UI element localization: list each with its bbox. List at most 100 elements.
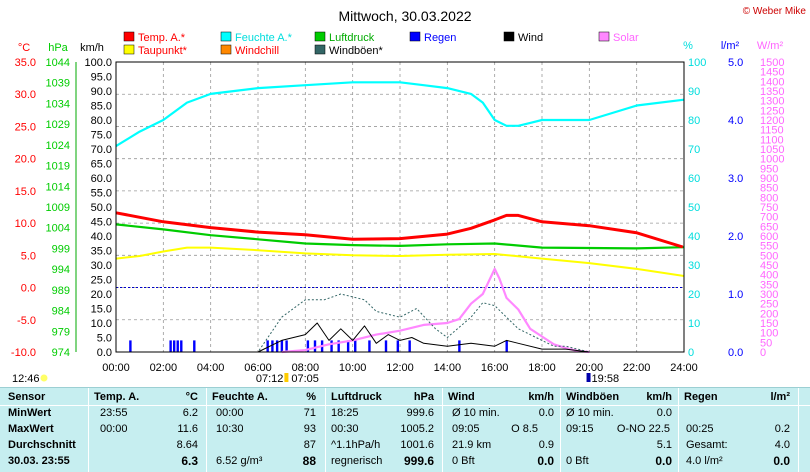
y-tick-label: 1044 — [46, 57, 70, 69]
rain-bar — [408, 340, 411, 352]
y-tick-label: 450 — [760, 260, 778, 272]
x-tick-label: 06:00 — [244, 362, 272, 374]
y-tick-label: 90 — [688, 86, 700, 98]
stats-row-label: Durchschnitt — [8, 439, 76, 451]
y-tick-label: 700 — [760, 212, 778, 224]
y-tick-label: 1200 — [760, 115, 784, 127]
rain-bar — [169, 340, 172, 352]
y-tick-label: 95.0 — [91, 72, 112, 84]
wind-line — [116, 322, 684, 353]
y-tick-label: 1050 — [760, 144, 784, 156]
axis-unit-label: l/m² — [721, 40, 740, 52]
stats-wind-dir: O 8.5 — [511, 423, 538, 435]
legend-label: Feuchte A.* — [235, 32, 293, 44]
stats-header: Temp. A. — [94, 391, 140, 403]
rain-bar — [306, 340, 310, 352]
y-tick-label: 60 — [688, 173, 700, 185]
stats-press-value: 999.6 — [403, 454, 434, 468]
statistics-panel: Sensor Temp. A. °C Feuchte A.% Luftdruck hPa W… — [0, 387, 810, 472]
stats-wind-time: Ø 10 min. — [452, 407, 500, 419]
y-tick-label: 1300 — [760, 96, 784, 108]
stats-temp-value: 8.64 — [176, 439, 198, 451]
y-tick-label: 1039 — [46, 78, 70, 90]
stats-gust-value: 0.0 — [655, 454, 672, 468]
stats-header: % — [306, 391, 316, 403]
x-tick-label: 04:00 — [197, 362, 225, 374]
stats-gust-value: 0.0 — [656, 407, 672, 419]
y-tick-label: 999 — [52, 243, 70, 255]
y-tick-label: 0.0 — [728, 347, 743, 359]
y-tick-label: 994 — [52, 264, 70, 276]
y-tick-label: 200 — [760, 308, 778, 320]
x-tick-label: 00:00 — [102, 362, 130, 374]
y-tick-label: 30.0 — [91, 260, 112, 272]
y-tick-label: 1009 — [46, 202, 70, 214]
x-tick-label: 10:00 — [339, 362, 367, 374]
stats-gust-time: 09:15 — [566, 423, 594, 435]
stats-press-time: regnerisch — [331, 455, 383, 467]
stats-rain-time: Gesamt: — [686, 439, 728, 451]
x-tick-label: 08:00 — [292, 362, 320, 374]
legend-label: Temp. A.* — [138, 32, 186, 44]
rain-bar — [172, 340, 176, 352]
legend-swatch — [598, 31, 610, 42]
y-tick-label: 979 — [52, 326, 70, 338]
rain-bar — [193, 340, 196, 352]
stats-header: Regen — [684, 391, 718, 403]
legend-label: Taupunkt* — [138, 45, 188, 57]
y-tick-label: 30 — [688, 260, 700, 272]
stats-temp-time: 00:00 — [100, 423, 128, 435]
moonset-time: 12:46 — [12, 373, 40, 385]
rain-bar — [129, 340, 132, 352]
sunset-time: 19:58 — [592, 373, 620, 385]
y-tick-label: 15.0 — [91, 304, 112, 316]
y-tick-label: 100.0 — [84, 57, 112, 69]
rain-bar — [505, 340, 508, 352]
gusts-line — [116, 293, 684, 353]
rain-bar — [266, 340, 269, 352]
stats-temp-value: 6.2 — [182, 407, 198, 419]
stats-row-label: MinWert — [8, 407, 52, 419]
legend-swatch — [314, 31, 326, 42]
y-tick-label: 1029 — [46, 119, 70, 131]
plot-frame — [115, 61, 685, 353]
y-tick-label: 989 — [52, 285, 70, 297]
y-tick-label: 500 — [760, 250, 778, 262]
y-tick-label: 90.0 — [91, 86, 112, 98]
rain-bar — [180, 340, 183, 352]
y-tick-label: 550 — [760, 241, 778, 253]
rain-bar — [354, 340, 357, 352]
y-tick-label: 40.0 — [91, 231, 112, 243]
stats-column-divider — [206, 388, 207, 472]
y-tick-label: 1350 — [760, 86, 784, 98]
stats-header-divider — [0, 405, 810, 406]
stats-column-divider — [678, 388, 679, 472]
stats-press-value: 1001.6 — [400, 439, 434, 451]
rain-bar — [458, 340, 461, 352]
rain-bar — [368, 340, 371, 352]
y-tick-label: 1000 — [760, 154, 784, 166]
y-tick-label: 1034 — [46, 98, 70, 110]
y-tick-label: 5.0 — [728, 57, 743, 69]
rain-bar — [271, 340, 274, 352]
stats-column-divider — [88, 388, 89, 472]
y-tick-label: 20.0 — [91, 289, 112, 301]
stats-header: km/h — [646, 391, 672, 403]
y-tick-label: 100 — [688, 57, 706, 69]
axis-unit-label: °C — [18, 42, 30, 54]
axis-unit-label: % — [683, 40, 693, 52]
pressure-line — [115, 223, 685, 250]
dewpoint-line — [115, 246, 685, 277]
y-tick-label: 5.0 — [21, 250, 36, 262]
legend-swatch — [220, 31, 232, 42]
chart-title: Mittwoch, 30.03.2022 — [338, 8, 471, 24]
y-tick-label: 45.0 — [91, 217, 112, 229]
stats-header: km/h — [528, 391, 554, 403]
legend-swatch — [314, 44, 326, 55]
stats-rain-value: 0.2 — [774, 423, 790, 435]
stats-wind-value: 0.9 — [538, 439, 554, 451]
x-tick-label: 22:00 — [623, 362, 651, 374]
stats-column-divider — [560, 388, 561, 472]
sunset-marker — [586, 373, 591, 382]
stats-hum-time: 10:30 — [216, 423, 244, 435]
